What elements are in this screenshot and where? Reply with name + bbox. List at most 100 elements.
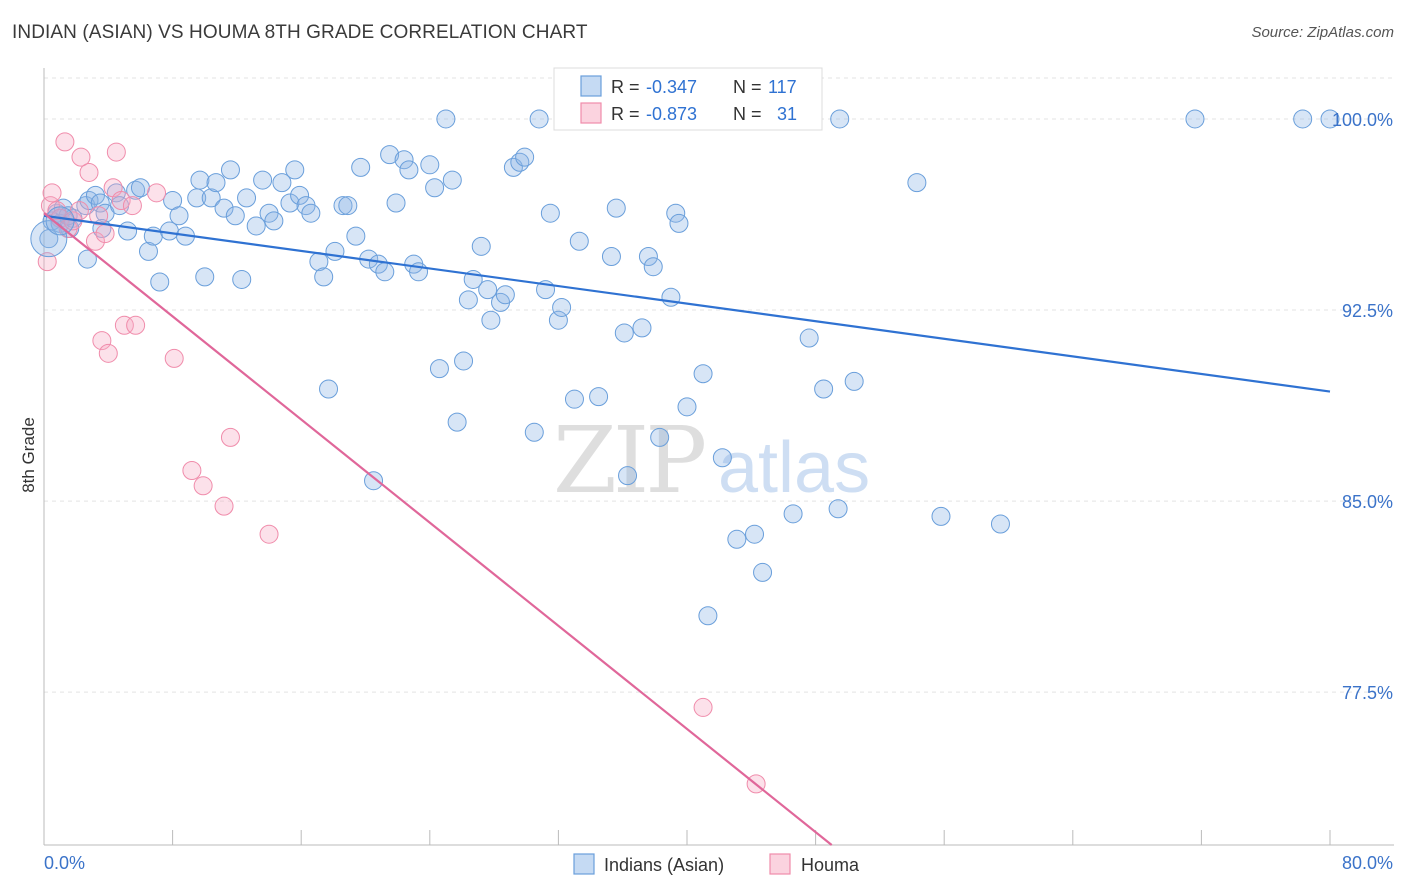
indians-point <box>666 203 686 223</box>
houma-point <box>259 524 279 544</box>
indians-point <box>325 241 345 261</box>
indians-point <box>830 109 850 129</box>
indians-point <box>375 262 395 282</box>
indians-point <box>338 196 358 216</box>
chart-source: Source: ZipAtlas.com <box>1251 24 1394 41</box>
indians-point <box>76 196 96 216</box>
y-axis-label: 8th Grade <box>19 417 38 493</box>
houma-point <box>98 343 118 363</box>
houma-point <box>95 224 115 244</box>
houma-point <box>79 162 99 182</box>
indians-point <box>589 387 609 407</box>
indians-point <box>828 499 848 519</box>
indians-point <box>399 160 419 180</box>
indians-point <box>138 241 158 261</box>
indians-point <box>394 150 414 170</box>
indians-point <box>727 529 747 549</box>
x-tick-label: 80.0% <box>1342 853 1393 873</box>
indians-point <box>753 562 773 582</box>
indians-point <box>1185 109 1205 129</box>
bottom-legend-swatch-houma <box>769 853 791 875</box>
indians-point <box>454 351 474 371</box>
houma-point <box>85 231 105 251</box>
houma-point <box>37 252 57 272</box>
indians-point <box>931 506 951 526</box>
indians-point-large <box>30 220 68 258</box>
houma-point <box>114 315 134 335</box>
indians-point <box>712 448 732 468</box>
watermark-zip: ZIP <box>553 407 704 514</box>
indians-point <box>495 285 515 305</box>
indians-trend-line <box>43 214 1331 393</box>
indians-point <box>1293 109 1313 129</box>
indians-point <box>214 198 234 218</box>
indians-point <box>195 267 215 287</box>
indians-point <box>643 257 663 277</box>
houma-point <box>106 142 126 162</box>
indians-point <box>301 203 321 223</box>
indians-point <box>677 397 697 417</box>
indians-point <box>380 145 400 165</box>
legend-n-label-2: N = <box>733 104 762 124</box>
legend-swatch-indians <box>580 75 602 97</box>
houma-point <box>122 196 142 216</box>
indians-point <box>990 514 1010 534</box>
indians-point <box>368 254 388 274</box>
indians-point <box>618 466 638 486</box>
indians-point <box>253 170 273 190</box>
indians-point <box>272 173 292 193</box>
indians-point <box>783 504 803 524</box>
houma-point <box>126 315 146 335</box>
indians-point <box>481 310 501 330</box>
indians-point <box>264 211 284 231</box>
indians-point <box>515 147 535 167</box>
houma-point <box>182 461 202 481</box>
houma-point <box>111 190 131 210</box>
legend-r-value-2: -0.873 <box>646 104 697 124</box>
indians-point <box>632 318 652 338</box>
indians-point <box>1320 109 1340 129</box>
bottom-legend-label-indians: Indians (Asian) <box>604 855 724 875</box>
indians-point <box>351 157 371 177</box>
indians-point <box>206 173 226 193</box>
bottom-legend-label-houma: Houma <box>801 855 860 875</box>
houma-point <box>147 183 167 203</box>
indians-point <box>232 269 252 289</box>
indians-point <box>436 109 456 129</box>
indians-point <box>548 310 568 330</box>
grid-layer <box>44 77 1394 693</box>
legend-swatch-houma <box>580 102 602 124</box>
houma-point <box>47 201 67 221</box>
bottom-legend-swatch-indians <box>573 853 595 875</box>
legend-n-label-1: N = <box>733 77 762 97</box>
indians-point <box>364 471 384 491</box>
indians-point <box>569 231 589 251</box>
indians-point <box>118 221 138 241</box>
indians-point <box>126 180 146 200</box>
indians-point <box>290 185 310 205</box>
indians-point <box>650 427 670 447</box>
indians-point <box>698 606 718 626</box>
indians-point <box>458 290 478 310</box>
indians-point <box>799 328 819 348</box>
indians-point <box>420 155 440 175</box>
indians-point <box>529 109 549 129</box>
indians-point-large <box>45 206 75 236</box>
indians-point <box>130 178 150 198</box>
indians-point <box>907 173 927 193</box>
chart-title: INDIAN (ASIAN) VS HOUMA 8TH GRADE CORREL… <box>12 22 588 43</box>
indians-point <box>844 371 864 391</box>
indians-point <box>169 206 189 226</box>
legend-r-label-1: R = <box>611 77 640 97</box>
legend-r-value-1: -0.347 <box>646 77 697 97</box>
indians-point <box>225 206 245 226</box>
indians-point <box>478 280 498 300</box>
indians-point <box>246 216 266 236</box>
indians-point <box>346 226 366 246</box>
y-tick-label: 77.5% <box>1342 683 1393 703</box>
legend-r-label-2: R = <box>611 104 640 124</box>
label-layer: 77.5% 85.0% 92.5% 100.0% 0.0% 80.0% <box>44 110 1393 873</box>
legend-n-value-2: 31 <box>777 104 797 124</box>
indians-point <box>669 213 689 233</box>
